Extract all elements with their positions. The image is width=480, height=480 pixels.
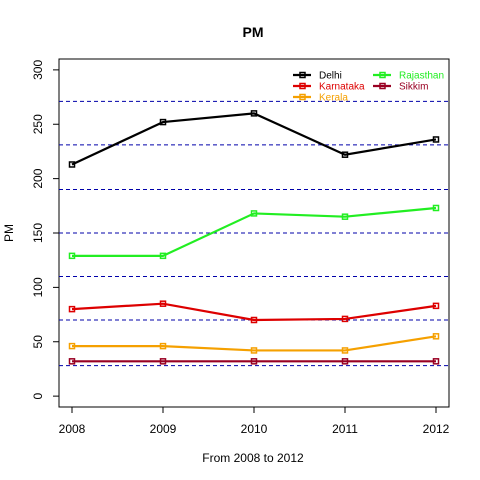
x-axis: 2008 2009 2010 2011 2012 bbox=[59, 407, 450, 436]
legend-item-kerala: Kerala bbox=[293, 93, 348, 104]
y-tick-label: 150 bbox=[31, 223, 45, 243]
data-point-kerala bbox=[159, 342, 167, 350]
data-point-karnataka bbox=[432, 302, 440, 310]
series-layer bbox=[68, 110, 440, 365]
series-kerala bbox=[68, 333, 440, 354]
data-point-rajasthan bbox=[250, 210, 258, 217]
data-point-karnataka bbox=[341, 315, 349, 323]
data-point-rajasthan bbox=[68, 252, 76, 260]
legend-marker bbox=[299, 71, 306, 79]
x-tick-label: 2009 bbox=[150, 422, 177, 436]
x-tick-label: 2008 bbox=[59, 422, 86, 436]
legend-item-delhi: Delhi bbox=[293, 71, 342, 82]
y-axis: 0 50 100 150 200 250 300 bbox=[31, 60, 59, 399]
data-point-delhi bbox=[432, 136, 440, 143]
x-tick-label: 2010 bbox=[241, 422, 268, 436]
data-point-kerala bbox=[250, 347, 258, 354]
legend-item-rajasthan: Rajasthan bbox=[373, 71, 444, 82]
data-point-sikkim bbox=[68, 358, 76, 365]
series-line-karnataka bbox=[71, 302, 437, 322]
legend-label: Kerala bbox=[319, 93, 348, 104]
series-sikkim bbox=[68, 358, 440, 365]
data-point-sikkim bbox=[250, 358, 258, 365]
series-line-kerala bbox=[72, 335, 437, 352]
x-tick-label: 2011 bbox=[332, 422, 358, 436]
series-delhi bbox=[68, 110, 440, 168]
data-point-karnataka bbox=[250, 316, 258, 324]
y-tick-label: 300 bbox=[31, 60, 45, 80]
data-point-sikkim bbox=[159, 358, 167, 365]
data-point-delhi bbox=[159, 118, 167, 126]
y-tick-label: 50 bbox=[31, 335, 45, 349]
data-point-kerala bbox=[341, 347, 349, 354]
legend-label: Rajasthan bbox=[399, 71, 444, 82]
data-point-delhi bbox=[341, 151, 349, 158]
series-line-rajasthan bbox=[72, 206, 437, 257]
legend-item-karnataka: Karnataka bbox=[293, 82, 365, 93]
data-point-kerala bbox=[432, 333, 440, 340]
y-axis-label: PM bbox=[2, 224, 16, 242]
data-point-delhi bbox=[250, 110, 258, 117]
y-tick-label: 100 bbox=[31, 277, 45, 297]
data-point-karnataka bbox=[68, 305, 76, 313]
x-axis-label: From 2008 to 2012 bbox=[202, 451, 304, 465]
data-point-sikkim bbox=[432, 358, 440, 365]
y-tick-label: 0 bbox=[31, 392, 45, 399]
series-karnataka bbox=[68, 300, 440, 324]
legend-label: Delhi bbox=[319, 71, 342, 82]
legend-marker bbox=[379, 82, 386, 90]
data-point-kerala bbox=[68, 342, 76, 350]
data-point-delhi bbox=[68, 161, 76, 168]
legend-label: Karnataka bbox=[319, 82, 365, 93]
legend-item-sikkim: Sikkim bbox=[373, 82, 428, 93]
chart-title: PM bbox=[243, 24, 264, 40]
data-point-rajasthan bbox=[341, 213, 349, 220]
legend-label: Sikkim bbox=[399, 82, 428, 93]
x-tick-label: 2012 bbox=[423, 422, 450, 436]
y-tick-label: 250 bbox=[31, 114, 45, 134]
data-point-rajasthan bbox=[159, 252, 167, 260]
data-point-sikkim bbox=[341, 358, 349, 365]
reference-lines bbox=[59, 100, 449, 367]
series-rajasthan bbox=[68, 204, 440, 260]
legend-marker bbox=[379, 71, 386, 79]
legend-marker bbox=[299, 93, 306, 101]
y-tick-label: 200 bbox=[31, 168, 45, 188]
data-point-karnataka bbox=[159, 300, 167, 307]
legend-marker bbox=[299, 82, 306, 90]
series-line-delhi bbox=[71, 112, 437, 166]
data-point-rajasthan bbox=[432, 204, 440, 212]
